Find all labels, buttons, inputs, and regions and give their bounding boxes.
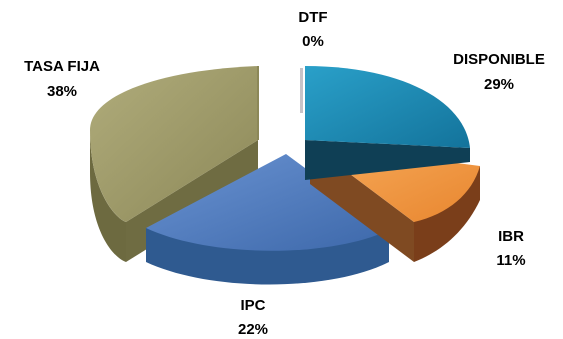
label-ipc-value: 22%: [238, 321, 268, 338]
pie-slice-dtf: [300, 68, 303, 113]
label-dtf-name: DTF: [298, 9, 327, 26]
label-ipc-name: IPC: [240, 297, 265, 314]
label-disponible-name: DISPONIBLE: [453, 51, 545, 68]
label-dtf-value: 0%: [302, 33, 324, 50]
pie-slice-ipc: [146, 154, 389, 285]
label-ibr-value: 11%: [496, 252, 525, 269]
pie-slice-disponible: [305, 66, 470, 180]
label-ibr-name: IBR: [498, 228, 524, 245]
label-disponible-value: 29%: [484, 76, 514, 93]
label-tasa-fija-name: TASA FIJA: [24, 58, 100, 75]
label-tasa-fija-value: 38%: [47, 83, 77, 100]
